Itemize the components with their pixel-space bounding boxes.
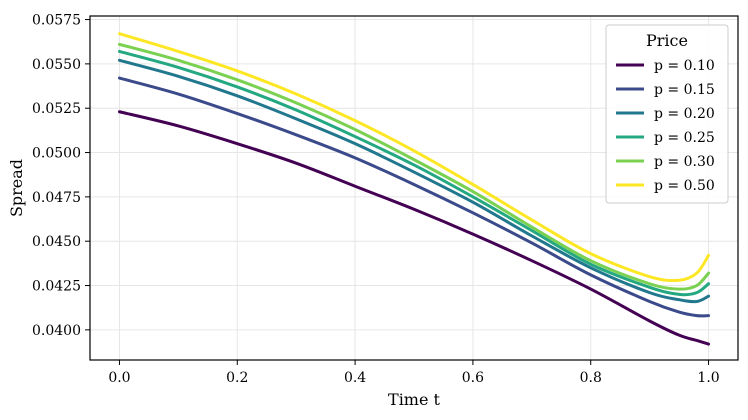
x-axis-label: Time t: [388, 390, 441, 409]
x-tick-label: 0.6: [462, 370, 484, 386]
legend-items: p = 0.10 p = 0.15 p = 0.20 p = 0.25 p = 0.30…: [616, 58, 715, 194]
legend-title: Price: [646, 31, 688, 50]
y-tick-label: 0.0450: [32, 234, 81, 250]
y-tick-label: 0.0575: [32, 13, 81, 29]
legend-box: [605, 24, 729, 204]
x-tick-label: 0.8: [580, 370, 602, 386]
x-tick-label: 0.2: [226, 370, 248, 386]
ticks: 0.0 0.2 0.4 0.6 0.8 1.0 0.0400 0.0425 0.0450 0.04…: [32, 13, 720, 386]
series-line: [117, 110, 711, 346]
series-line: [117, 42, 711, 291]
plot-frame: [89, 15, 739, 361]
x-tick-label: 0.0: [108, 370, 130, 386]
series-line: [117, 32, 711, 283]
legend-entry-label: p = 0.20: [654, 106, 715, 122]
legend-entry-label: p = 0.15: [654, 82, 715, 98]
y-tick-label: 0.0550: [32, 57, 81, 73]
y-tick-label: 0.0525: [32, 101, 81, 117]
y-tick-label: 0.0400: [32, 323, 81, 339]
legend: Price p = 0.10p = 0.15p = 0.20p = 0.25p …: [605, 24, 729, 204]
legend-entry-label: p = 0.10: [654, 58, 715, 74]
x-tick-label: 0.4: [344, 370, 366, 386]
series-lines: [117, 32, 711, 346]
y-axis-label: Spread: [7, 159, 26, 217]
legend-entry-label: p = 0.50: [654, 178, 715, 194]
series-line: [117, 76, 711, 318]
legend-entry-label: p = 0.25: [654, 130, 715, 146]
y-tick-label: 0.0475: [32, 190, 81, 206]
series-line: [117, 58, 711, 304]
x-tick-label: 1.0: [697, 370, 719, 386]
y-tick-label: 0.0500: [32, 146, 81, 162]
legend-entry-label: p = 0.30: [654, 154, 715, 170]
y-tick-label: 0.0425: [32, 279, 81, 295]
series-line: [117, 49, 711, 297]
